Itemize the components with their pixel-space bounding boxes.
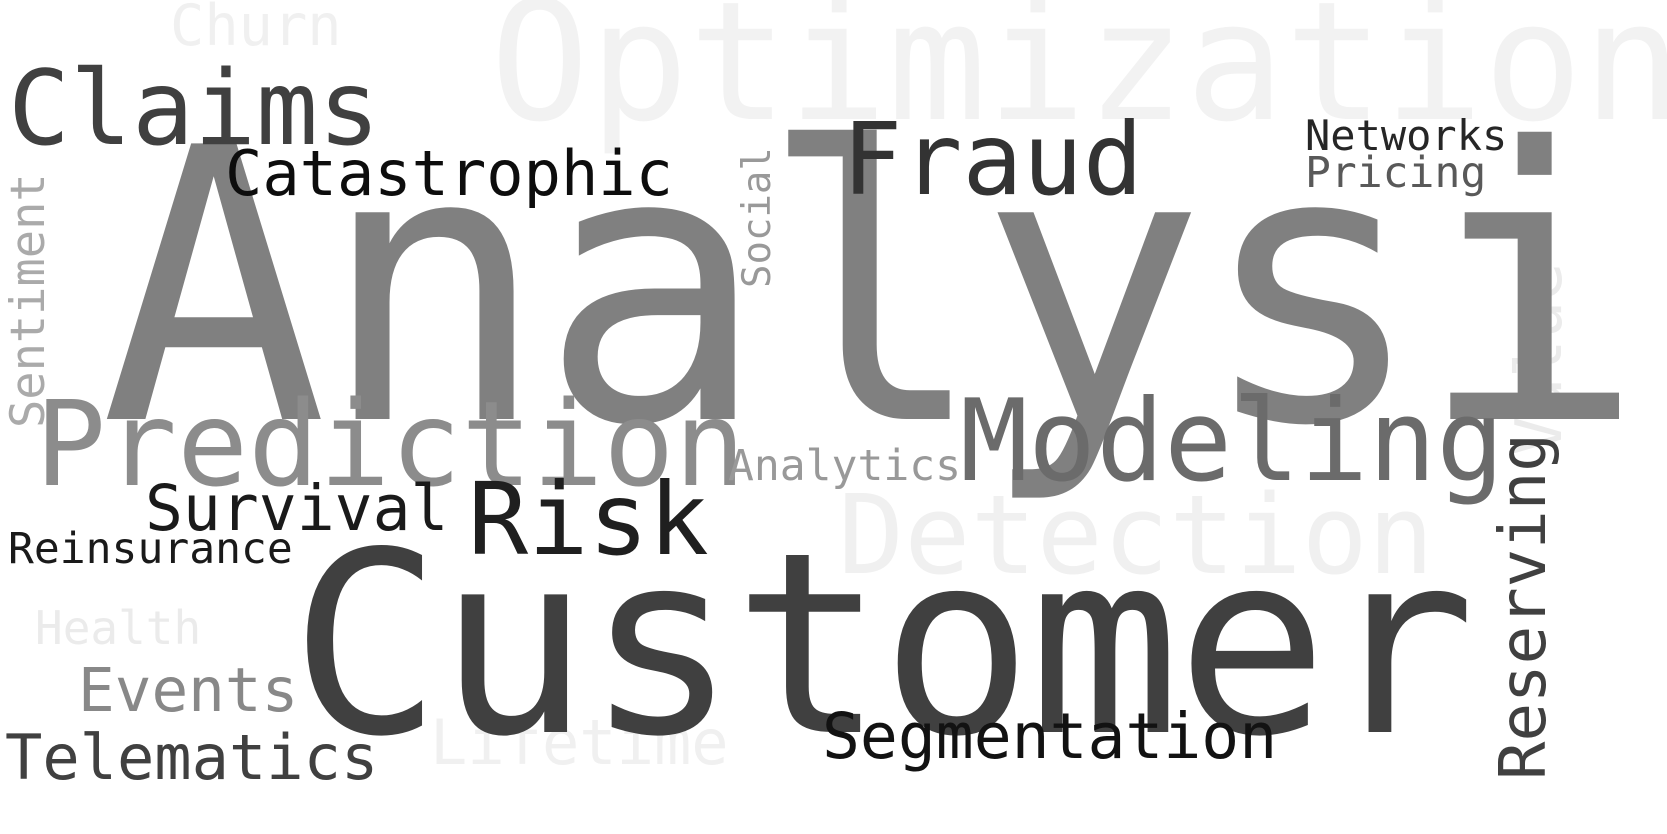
word-detection: Detection bbox=[838, 471, 1435, 599]
word-optimization: Optimization bbox=[490, 0, 1667, 158]
word-prediction: Prediction bbox=[35, 375, 746, 513]
word-social: Social bbox=[735, 147, 780, 288]
word-analysis: Analysis bbox=[100, 69, 1667, 509]
word-survival: Survival bbox=[145, 472, 449, 545]
word-customer: Customer bbox=[290, 499, 1476, 792]
word-health: Health bbox=[35, 601, 202, 655]
word-reserving: Reserving bbox=[1487, 433, 1561, 780]
word-modeling: Modeling bbox=[960, 375, 1505, 507]
word-sentiment: Sentiment bbox=[1, 173, 56, 428]
word-events: Events bbox=[78, 655, 299, 726]
word-claims: Claims bbox=[8, 49, 381, 169]
word-risk: Risk bbox=[468, 461, 709, 578]
word-segmentation: Segmentation bbox=[822, 700, 1278, 773]
word-reinsurance: Reinsurance bbox=[8, 524, 293, 574]
word-pricing: Pricing bbox=[1305, 148, 1487, 198]
word-analytics: Analytics bbox=[728, 441, 961, 491]
word-networks: Networks bbox=[1305, 111, 1508, 160]
word-telematics: Telematics bbox=[5, 721, 379, 794]
word-lifetime: Lifetime bbox=[430, 706, 729, 779]
word-churn: Churn bbox=[170, 0, 342, 59]
word-catastrophic: Catastrophic bbox=[225, 137, 673, 210]
word-fraud: Fraud bbox=[842, 101, 1144, 218]
